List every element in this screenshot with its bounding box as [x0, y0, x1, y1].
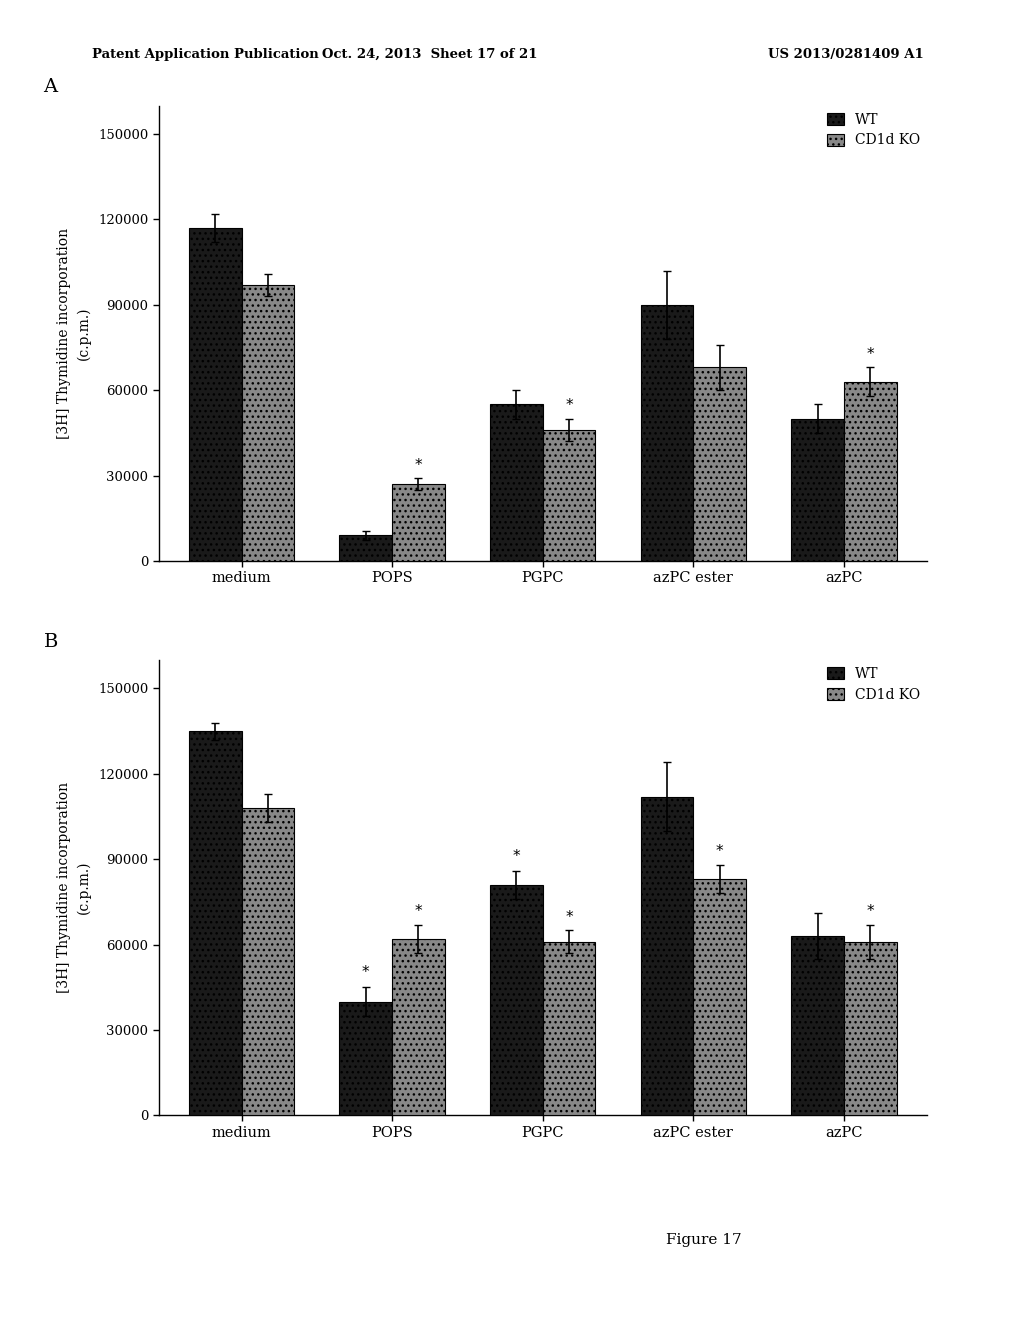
Text: *: *: [866, 904, 874, 919]
Bar: [543, 941, 595, 1115]
Text: *: *: [415, 458, 422, 473]
Text: Oct. 24, 2013  Sheet 17 of 21: Oct. 24, 2013 Sheet 17 of 21: [323, 48, 538, 61]
Bar: [392, 484, 444, 561]
Bar: [339, 1002, 392, 1115]
Bar: [792, 936, 844, 1115]
Text: *: *: [716, 845, 724, 859]
Y-axis label: [3H] Thymidine incorporation
(c.p.m.): [3H] Thymidine incorporation (c.p.m.): [57, 783, 91, 993]
Bar: [844, 941, 897, 1115]
Legend: WT, CD1d KO: WT, CD1d KO: [826, 112, 920, 148]
Bar: [792, 418, 844, 561]
Bar: [242, 285, 294, 561]
Text: *: *: [415, 904, 422, 919]
Legend: WT, CD1d KO: WT, CD1d KO: [826, 667, 920, 702]
Text: Patent Application Publication: Patent Application Publication: [92, 48, 318, 61]
Bar: [543, 430, 595, 561]
Bar: [188, 228, 242, 561]
Text: *: *: [565, 399, 572, 413]
Bar: [641, 305, 693, 561]
Text: Figure 17: Figure 17: [666, 1233, 741, 1247]
Text: *: *: [361, 965, 370, 981]
Text: B: B: [44, 632, 58, 651]
Bar: [392, 939, 444, 1115]
Bar: [490, 404, 543, 561]
Bar: [188, 731, 242, 1115]
Text: *: *: [866, 347, 874, 362]
Y-axis label: [3H] Thymidine incorporation
(c.p.m.): [3H] Thymidine incorporation (c.p.m.): [57, 228, 91, 438]
Text: *: *: [513, 849, 520, 863]
Text: US 2013/0281409 A1: US 2013/0281409 A1: [768, 48, 924, 61]
Bar: [490, 884, 543, 1115]
Text: A: A: [44, 78, 57, 96]
Bar: [339, 536, 392, 561]
Bar: [844, 381, 897, 561]
Bar: [641, 796, 693, 1115]
Bar: [693, 367, 746, 561]
Bar: [693, 879, 746, 1115]
Text: *: *: [565, 909, 572, 925]
Bar: [242, 808, 294, 1115]
